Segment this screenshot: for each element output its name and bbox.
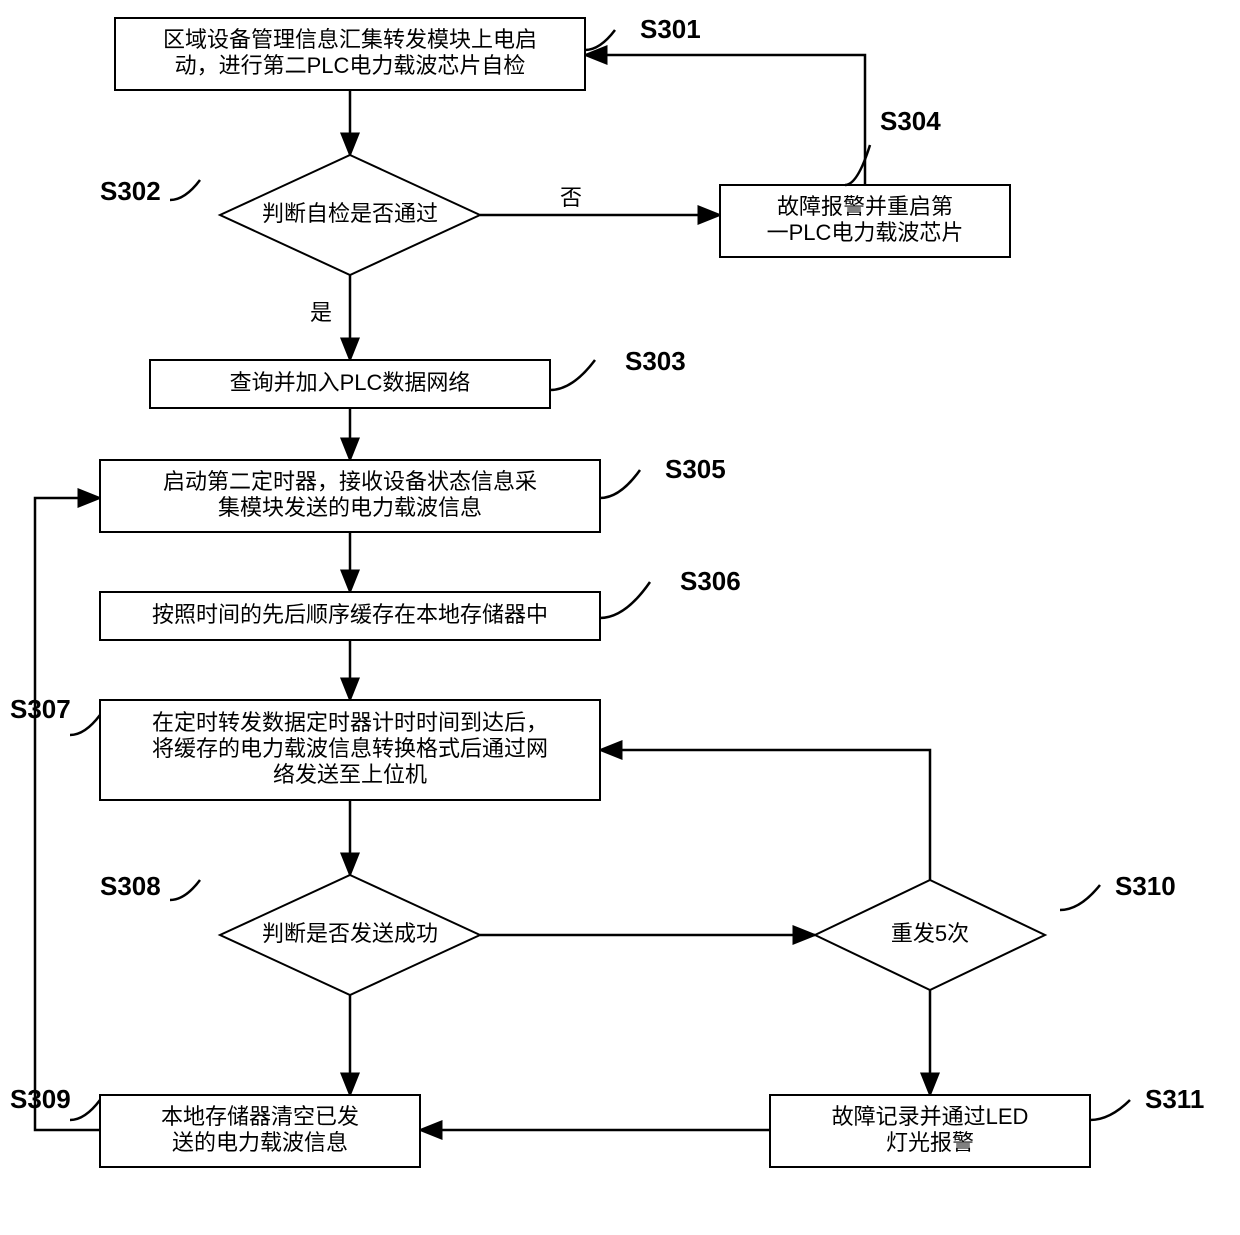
label-connector-s307: [70, 715, 100, 735]
label-connector-s308: [170, 880, 200, 900]
edge-s310-s307: [600, 750, 930, 880]
node-text-s304-line1: 一PLC电力载波芯片: [767, 220, 964, 245]
node-text-s302-line0: 判断自检是否通过: [262, 201, 438, 226]
flowchart-diagram: 区域设备管理信息汇集转发模块上电启动，进行第二PLC电力载波芯片自检判断自检是否…: [0, 0, 1240, 1235]
edge-s309-s305: [35, 498, 100, 1130]
step-label-s311: S311: [1145, 1084, 1204, 1114]
node-text-s306-line0: 按照时间的先后顺序缓存在本地存储器中: [152, 602, 548, 627]
node-text-s304-line0: 故障报警并重启第: [777, 194, 953, 219]
node-text-s307-line1: 将缓存的电力载波信息转换格式后通过网: [152, 736, 548, 761]
step-label-s302: S302: [100, 176, 161, 206]
node-text-s307-line0: 在定时转发数据定时器计时时间到达后，: [152, 710, 548, 735]
label-connector-s303: [550, 360, 595, 390]
label-connector-s301: [585, 30, 615, 50]
node-text-s311-line1: 灯光报警: [886, 1130, 974, 1155]
node-text-s309-line1: 送的电力载波信息: [172, 1130, 348, 1155]
node-text-s309-line0: 本地存储器清空已发: [161, 1104, 359, 1129]
node-s309: 本地存储器清空已发送的电力载波信息: [100, 1095, 420, 1167]
node-s303: 查询并加入PLC数据网络: [150, 360, 550, 408]
step-label-s305: S305: [665, 454, 726, 484]
label-connector-s311: [1090, 1100, 1130, 1120]
step-label-s304: S304: [880, 106, 941, 136]
node-text-s308-line0: 判断是否发送成功: [262, 921, 438, 946]
node-text-s303-line0: 查询并加入PLC数据网络: [230, 370, 471, 395]
label-connector-s306: [600, 582, 650, 618]
node-text-s307-line2: 络发送至上位机: [273, 762, 427, 787]
node-text-s311-line0: 故障记录并通过LED: [832, 1104, 1029, 1129]
node-text-s305-line1: 集模块发送的电力载波信息: [218, 495, 482, 520]
node-text-s310-line0: 重发5次: [891, 921, 969, 946]
node-s311: 故障记录并通过LED灯光报警: [770, 1095, 1090, 1167]
label-connector-s310: [1060, 885, 1100, 910]
node-s308: 判断是否发送成功: [220, 875, 480, 995]
step-label-s303: S303: [625, 346, 686, 376]
node-text-s305-line0: 启动第二定时器，接收设备状态信息采: [163, 469, 537, 494]
edge-label-1: 否: [560, 185, 582, 210]
label-connector-s309: [70, 1100, 100, 1120]
step-label-s301: S301: [640, 14, 701, 44]
node-text-s301-line1: 动，进行第二PLC电力载波芯片自检: [175, 53, 526, 78]
step-label-s307: S307: [10, 694, 71, 724]
label-connector-s302: [170, 180, 200, 200]
node-s305: 启动第二定时器，接收设备状态信息采集模块发送的电力载波信息: [100, 460, 600, 532]
node-s304: 故障报警并重启第一PLC电力载波芯片: [720, 185, 1010, 257]
node-s306: 按照时间的先后顺序缓存在本地存储器中: [100, 592, 600, 640]
node-s301: 区域设备管理信息汇集转发模块上电启动，进行第二PLC电力载波芯片自检: [115, 18, 585, 90]
edge-s304-s301: [585, 55, 865, 185]
edge-label-3: 是: [310, 300, 332, 325]
step-label-s306: S306: [680, 566, 741, 596]
node-s307: 在定时转发数据定时器计时时间到达后，将缓存的电力载波信息转换格式后通过网络发送至…: [100, 700, 600, 800]
step-label-s310: S310: [1115, 871, 1176, 901]
label-connector-s305: [600, 470, 640, 498]
node-text-s301-line0: 区域设备管理信息汇集转发模块上电启: [163, 27, 537, 52]
node-s302: 判断自检是否通过: [220, 155, 480, 275]
node-s310: 重发5次: [815, 880, 1045, 990]
step-label-s309: S309: [10, 1084, 71, 1114]
step-label-s308: S308: [100, 871, 161, 901]
